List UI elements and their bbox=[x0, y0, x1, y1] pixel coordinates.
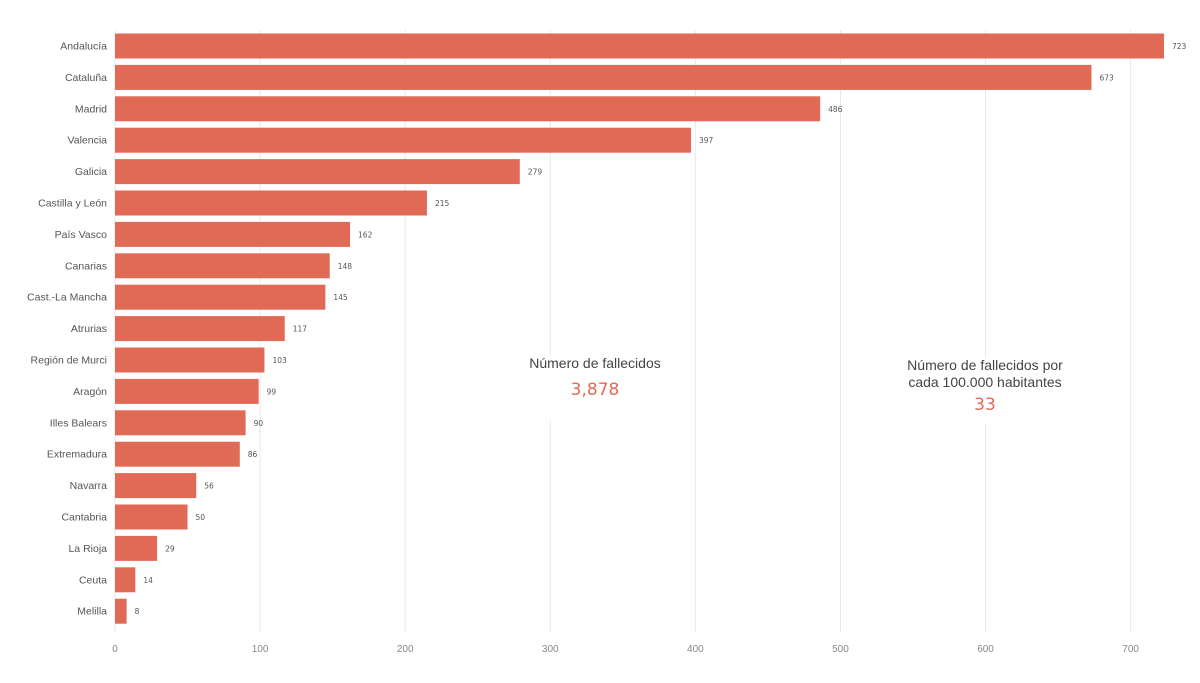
bar bbox=[115, 284, 326, 310]
value-label: 99 bbox=[267, 387, 277, 396]
value-label: 14 bbox=[143, 576, 153, 585]
category-label: La Rioja bbox=[68, 543, 107, 555]
value-label: 8 bbox=[135, 607, 140, 616]
kpi-total-title: Número de fallecidos bbox=[529, 355, 661, 371]
bar bbox=[115, 127, 692, 153]
category-label: Ceuta bbox=[79, 574, 107, 586]
bar bbox=[115, 535, 158, 561]
x-tick-label: 0 bbox=[112, 644, 118, 655]
bar bbox=[115, 253, 330, 279]
value-label: 162 bbox=[358, 230, 373, 239]
x-tick-label: 400 bbox=[687, 644, 704, 655]
x-tick-label: 100 bbox=[252, 644, 269, 655]
value-label: 86 bbox=[248, 450, 258, 459]
bar bbox=[115, 598, 127, 624]
value-label: 673 bbox=[1099, 73, 1114, 82]
category-label: Extremadura bbox=[47, 449, 107, 461]
category-label: Castilla y León bbox=[38, 198, 107, 210]
value-label: 56 bbox=[204, 482, 214, 491]
category-labels: Andalucía Cataluña Madrid Valencia Galicia Ca… bbox=[27, 41, 107, 618]
kpi-per-capita: Número de fallecidos por cada 100.000 ha… bbox=[880, 357, 1090, 423]
category-label: Illes Balears bbox=[50, 417, 107, 429]
bar bbox=[115, 190, 427, 216]
x-tick-label: 200 bbox=[397, 644, 414, 655]
bar bbox=[115, 64, 1092, 90]
category-label: Melilla bbox=[77, 606, 107, 618]
bar bbox=[115, 159, 520, 185]
category-label: Región de Murci bbox=[31, 355, 107, 367]
x-axis-ticks: 0 100 200 300 400 500 600 700 bbox=[112, 644, 1139, 655]
value-label: 215 bbox=[435, 199, 450, 208]
x-tick-label: 300 bbox=[542, 644, 559, 655]
category-label: Atrurias bbox=[71, 323, 107, 335]
value-label: 29 bbox=[165, 544, 175, 553]
value-label: 90 bbox=[254, 419, 264, 428]
bar bbox=[115, 473, 197, 499]
bar bbox=[115, 96, 821, 122]
kpi-total-value: 3,878 bbox=[570, 380, 620, 400]
value-label: 145 bbox=[333, 293, 348, 302]
bar bbox=[115, 378, 259, 404]
value-label: 103 bbox=[272, 356, 287, 365]
value-label: 279 bbox=[528, 168, 543, 177]
kpi-per-capita-title-line1: Número de fallecidos por bbox=[907, 357, 1063, 373]
bar bbox=[115, 33, 1164, 59]
category-label: Aragón bbox=[73, 386, 107, 398]
value-labels: 7236734863972792151621481451171039990865… bbox=[135, 42, 1187, 616]
value-label: 148 bbox=[338, 262, 353, 271]
value-label: 397 bbox=[699, 136, 714, 145]
bar bbox=[115, 221, 351, 247]
category-label: Galicia bbox=[75, 166, 107, 178]
bar bbox=[115, 567, 136, 593]
value-label: 486 bbox=[828, 105, 843, 114]
category-label: Cast.-La Mancha bbox=[27, 292, 107, 304]
bar bbox=[115, 347, 265, 373]
value-label: 723 bbox=[1172, 42, 1187, 51]
x-tick-label: 700 bbox=[1122, 644, 1139, 655]
bar bbox=[115, 410, 246, 436]
category-label: Madrid bbox=[75, 103, 107, 115]
category-label: Cantabria bbox=[61, 512, 107, 524]
category-label: País Vasco bbox=[55, 229, 107, 241]
kpi-per-capita-value: 33 bbox=[974, 395, 996, 415]
value-label: 117 bbox=[293, 325, 308, 334]
x-tick-label: 500 bbox=[832, 644, 849, 655]
category-label: Valencia bbox=[68, 135, 108, 147]
bars bbox=[115, 33, 1164, 624]
bar bbox=[115, 316, 285, 342]
bar bbox=[115, 441, 240, 467]
kpi-per-capita-title-line2: cada 100.000 habitantes bbox=[908, 374, 1062, 390]
kpi-total-deaths: Número de fallecidos 3,878 bbox=[520, 355, 670, 420]
bar bbox=[115, 504, 188, 530]
x-tick-label: 600 bbox=[977, 644, 994, 655]
category-label: Andalucía bbox=[60, 41, 107, 53]
category-label: Cataluña bbox=[65, 72, 107, 84]
category-label: Navarra bbox=[70, 480, 108, 492]
value-label: 50 bbox=[196, 513, 206, 522]
category-label: Canarias bbox=[65, 260, 107, 272]
